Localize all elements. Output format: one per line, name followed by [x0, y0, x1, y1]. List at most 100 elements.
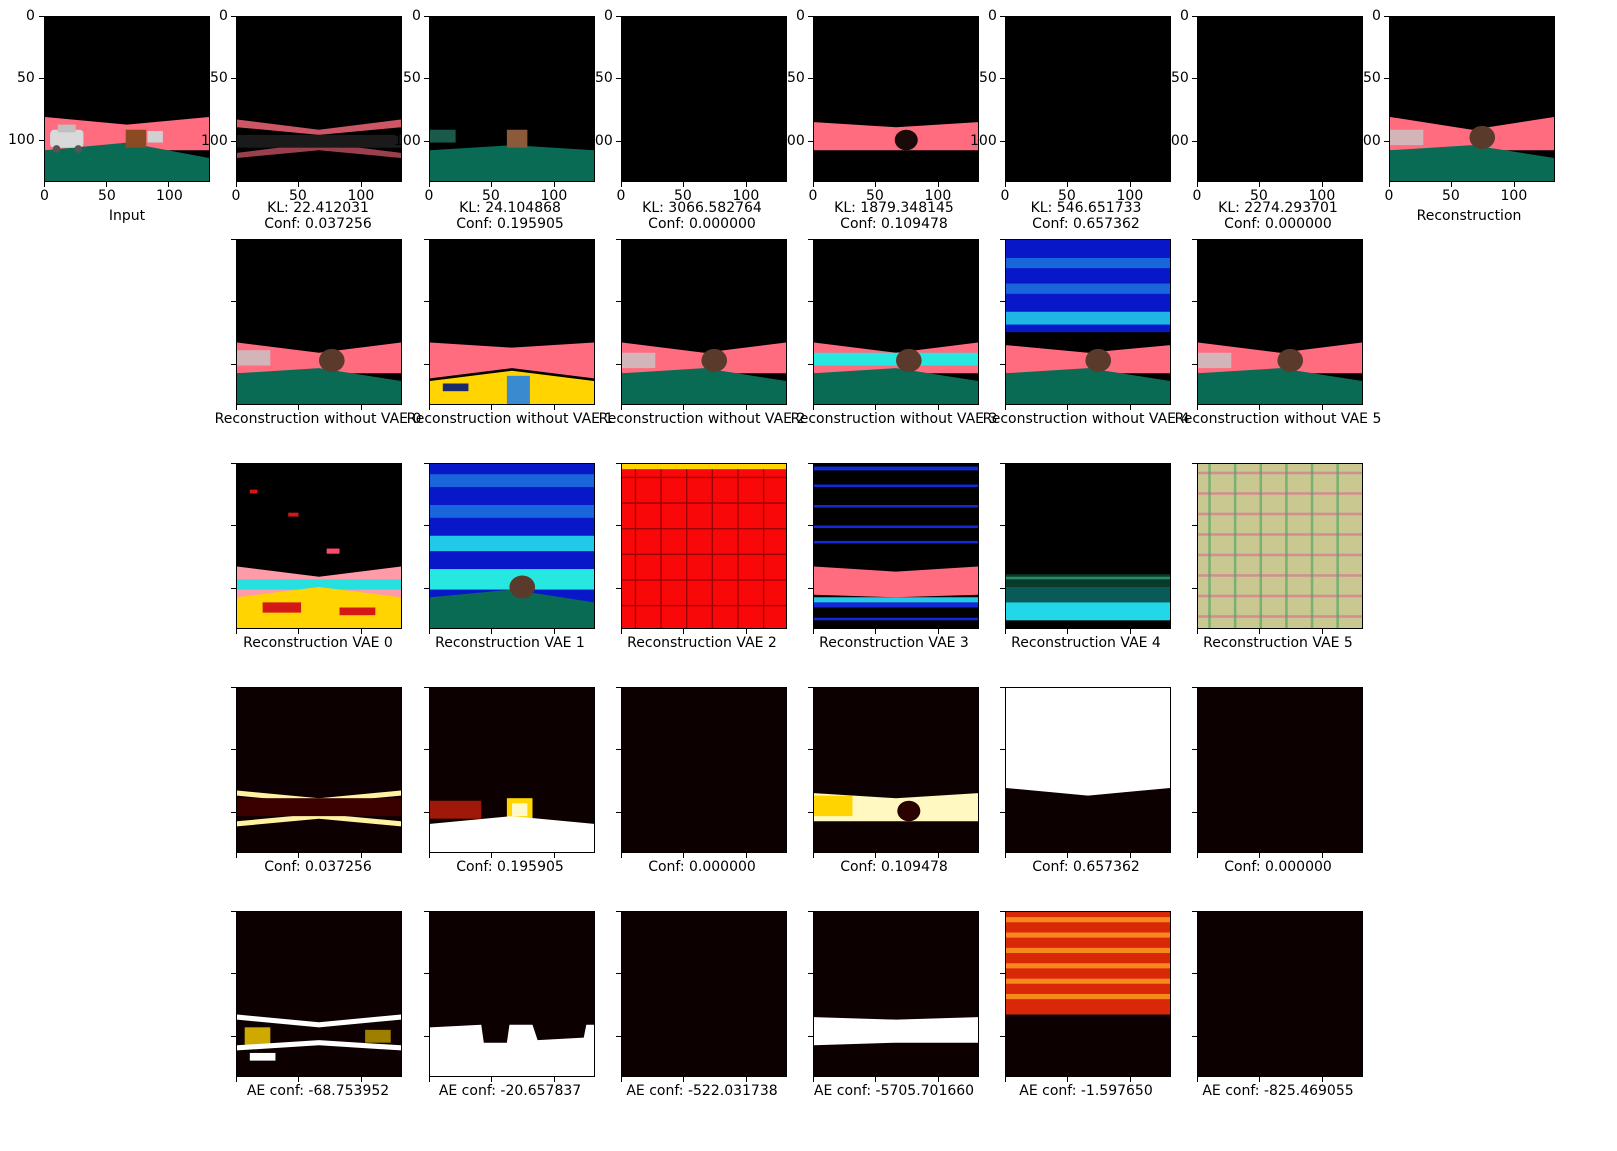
x-tick-0: 0 [40, 188, 49, 204]
panel-caption: Conf: 0.037256 [264, 859, 372, 875]
tick-mark [1000, 239, 1005, 240]
tick-mark [1192, 141, 1197, 142]
tick-mark [1197, 853, 1198, 858]
tick-mark [361, 182, 362, 187]
tick-mark [813, 405, 814, 410]
tick-mark [875, 1077, 876, 1082]
panel-caption: Conf: 0.000000 [1224, 859, 1332, 875]
tick-mark [616, 16, 621, 17]
panel-caption: Reconstruction without VAE 5 [1174, 411, 1382, 427]
tick-mark [424, 812, 429, 813]
tick-mark [231, 525, 236, 526]
x-tick-label: 0 [231, 188, 241, 204]
tick-mark [621, 405, 622, 410]
tick-mark [1000, 812, 1005, 813]
y-tick-label: 0 [1180, 8, 1189, 24]
tick-mark [361, 629, 362, 634]
tick-mark [298, 405, 299, 410]
x-tick-label: 50 [289, 188, 307, 204]
tick-mark [616, 301, 621, 302]
x-tick-label: 100 [1308, 188, 1336, 204]
y-tick-label: 50 [1363, 70, 1381, 86]
tick-mark [1005, 629, 1006, 634]
panel-caption: KL: 546.651733 Conf: 0.657362 [1030, 200, 1142, 232]
x-tick-label: 0 [1000, 188, 1010, 204]
tick-mark [1192, 364, 1197, 365]
panel-caption: AE conf: -1.597650 [1019, 1083, 1153, 1099]
tick-mark [1000, 364, 1005, 365]
tick-mark [1000, 749, 1005, 750]
tick-mark [231, 1036, 236, 1037]
tick-mark [813, 182, 814, 187]
tick-mark [1005, 1077, 1006, 1082]
tick-mark [1000, 525, 1005, 526]
tick-mark [616, 463, 621, 464]
tick-mark [429, 629, 430, 634]
y-tick-label: 50 [1171, 70, 1189, 86]
tick-mark [1197, 182, 1198, 187]
tick-mark [616, 78, 621, 79]
tick-mark [1000, 687, 1005, 688]
x-tick-100: 100 [156, 188, 183, 204]
tick-mark [813, 1077, 814, 1082]
tick-mark [616, 141, 621, 142]
reconstruction-panel [1389, 16, 1555, 182]
panel-caption: Reconstruction without VAE 2 [598, 411, 806, 427]
tick-mark [231, 911, 236, 912]
y-tick-label: 50 [979, 70, 997, 86]
tick-mark [813, 853, 814, 858]
x-tick-label: 100 [347, 188, 375, 204]
tick-mark [616, 364, 621, 365]
tick-mark [621, 853, 622, 858]
y-tick-label: 100 [201, 133, 228, 149]
tick-mark [808, 812, 813, 813]
tick-mark [808, 239, 813, 240]
tick-mark [875, 182, 876, 187]
tick-mark [1005, 853, 1006, 858]
tick-mark [554, 405, 555, 410]
tick-mark [1000, 911, 1005, 912]
tick-mark [231, 687, 236, 688]
x-tick-label: 100 [732, 188, 760, 204]
tick-mark [1067, 182, 1068, 187]
input-image-panel [44, 16, 210, 182]
tick-mark [1000, 16, 1005, 17]
recon-vae1-panel [429, 463, 595, 629]
tick-mark [1384, 141, 1389, 142]
tick-mark [621, 629, 622, 634]
tick-mark [1000, 78, 1005, 79]
tick-mark [424, 463, 429, 464]
recon-vae2-panel [621, 463, 787, 629]
tick-mark [491, 1077, 492, 1082]
tick-mark [1130, 1077, 1131, 1082]
ae-conf-heatmap-vae1 [429, 911, 595, 1077]
tick-mark [491, 405, 492, 410]
tick-mark [231, 239, 236, 240]
tick-mark [808, 973, 813, 974]
tick-mark [808, 78, 813, 79]
panel-caption: Reconstruction without VAE 1 [406, 411, 614, 427]
panel-caption: KL: 24.104868 Conf: 0.195905 [456, 200, 564, 232]
panel-caption: Conf: 0.000000 [648, 859, 756, 875]
tick-mark [616, 687, 621, 688]
tick-mark [1192, 16, 1197, 17]
tick-mark [875, 629, 876, 634]
tick-mark [1259, 853, 1260, 858]
x-tick-label: 100 [924, 188, 952, 204]
tick-mark [424, 78, 429, 79]
tick-mark [231, 364, 236, 365]
tick-mark [1192, 239, 1197, 240]
tick-mark [1192, 749, 1197, 750]
tick-mark [424, 911, 429, 912]
tick-mark [236, 182, 237, 187]
recon-without-vae2-panel [621, 239, 787, 405]
recon-without-vae0-panel [236, 239, 402, 405]
y-tick-50: 50 [17, 70, 35, 86]
tick-mark [1130, 405, 1131, 410]
panel-caption: Reconstruction VAE 5 [1203, 635, 1353, 651]
tick-mark [1192, 973, 1197, 974]
x-tick-label: 50 [866, 188, 884, 204]
tick-mark [424, 364, 429, 365]
panel-caption: KL: 22.412031 Conf: 0.037256 [264, 200, 372, 232]
tick-mark [1000, 973, 1005, 974]
